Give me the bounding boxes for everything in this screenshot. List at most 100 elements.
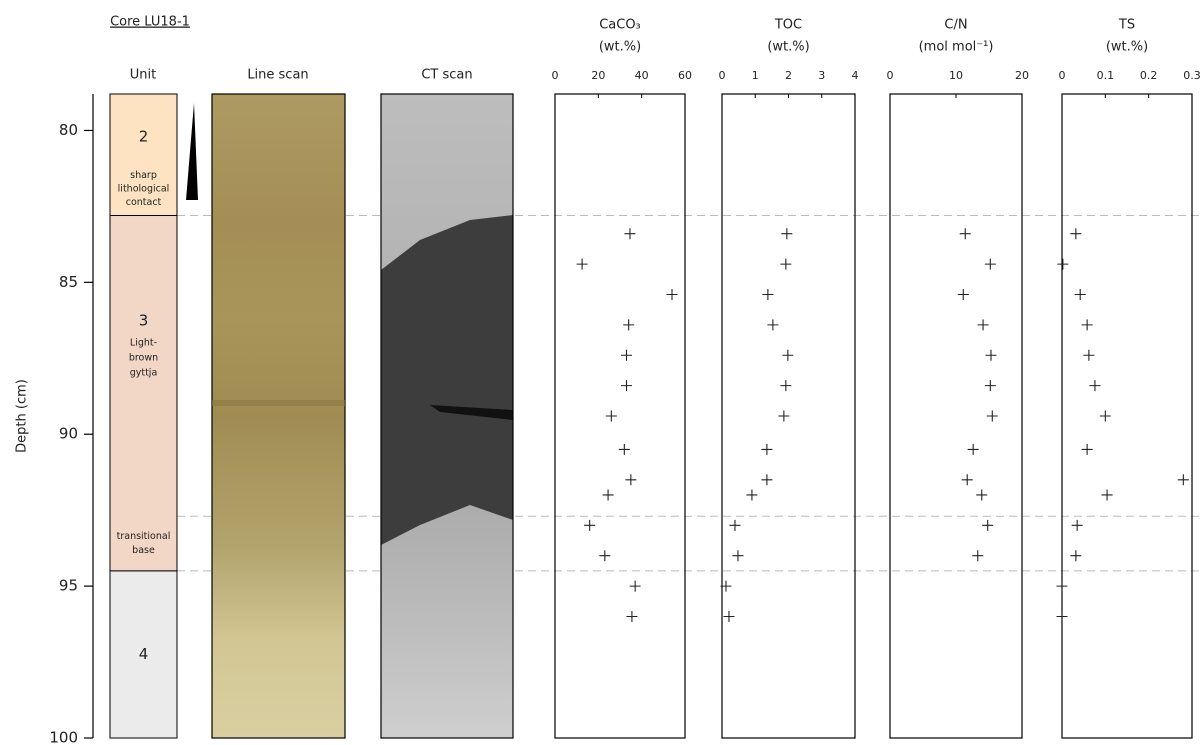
data-point bbox=[1070, 550, 1082, 562]
unit-column: 2 sharp lithological contact 3 Light-brown gyt… bbox=[109, 93, 178, 739]
x-tick-label: 10 bbox=[949, 69, 963, 82]
column-label: Unit bbox=[130, 68, 156, 83]
data-point bbox=[618, 443, 630, 455]
x-tick-label: 0.2 bbox=[1140, 69, 1158, 82]
unit-note: sharp bbox=[130, 170, 157, 181]
x-tick-label: 20 bbox=[591, 69, 605, 82]
data-point bbox=[1083, 349, 1095, 361]
panel-frame bbox=[554, 93, 686, 739]
data-point bbox=[732, 550, 744, 562]
core-title: Core LU18-1 bbox=[110, 15, 190, 30]
data-point bbox=[1089, 380, 1101, 392]
data-point bbox=[746, 489, 758, 501]
panel-subtitle: (wt.%) bbox=[767, 40, 809, 55]
data-point bbox=[761, 443, 773, 455]
unit-label: 2 bbox=[139, 127, 149, 145]
x-tick-label: 60 bbox=[678, 69, 692, 82]
data-point bbox=[720, 580, 732, 592]
data-point bbox=[782, 349, 794, 361]
panel-subtitle: (wt.%) bbox=[599, 40, 641, 55]
fining-triangle bbox=[186, 103, 198, 200]
data-point bbox=[576, 258, 588, 270]
data-point bbox=[602, 489, 614, 501]
data-point bbox=[762, 288, 774, 300]
data-point bbox=[1071, 519, 1083, 531]
unit-label: 3 bbox=[139, 311, 149, 329]
unit-box bbox=[109, 93, 178, 217]
unit-note: lithological bbox=[118, 184, 170, 195]
data-point bbox=[723, 610, 735, 622]
ct-scan-frame bbox=[380, 93, 514, 739]
x-tick-label: 0.3 bbox=[1183, 69, 1201, 82]
unit-note: gyttja bbox=[130, 367, 158, 378]
x-tick-label: 0 bbox=[1059, 69, 1066, 82]
data-point bbox=[781, 228, 793, 240]
x-tick-label: 40 bbox=[635, 69, 649, 82]
depth-axis: 80 85 90 95 100 bbox=[49, 94, 94, 745]
unit-box bbox=[109, 215, 178, 572]
unit-label: 4 bbox=[139, 645, 149, 663]
data-point bbox=[629, 580, 641, 592]
ct-void bbox=[430, 405, 513, 420]
y-tick-label: 80 bbox=[59, 121, 78, 139]
data-point bbox=[967, 443, 979, 455]
unit-base-note: transitional bbox=[117, 531, 171, 542]
data-point bbox=[584, 519, 596, 531]
unit-note: brown bbox=[129, 352, 158, 363]
data-point bbox=[1074, 288, 1086, 300]
data-point bbox=[1056, 580, 1068, 592]
x-tick-label: 2 bbox=[785, 69, 792, 82]
panel-title: C/N bbox=[944, 18, 967, 33]
data-point bbox=[626, 610, 638, 622]
data-point bbox=[976, 489, 988, 501]
data-point bbox=[1101, 489, 1113, 501]
data-point bbox=[959, 228, 971, 240]
y-tick-label: 100 bbox=[49, 729, 78, 745]
unit-box bbox=[109, 570, 178, 739]
data-point bbox=[729, 519, 741, 531]
y-axis-label: Depth (cm) bbox=[15, 379, 30, 453]
panel-subtitle: (mol mol⁻¹) bbox=[919, 40, 994, 55]
data-point bbox=[623, 319, 635, 331]
data-point bbox=[986, 410, 998, 422]
x-tick-label: 0 bbox=[719, 69, 726, 82]
data-point bbox=[961, 474, 973, 486]
y-tick-label: 90 bbox=[59, 425, 78, 443]
data-point bbox=[780, 258, 792, 270]
boundary-lines bbox=[177, 215, 1201, 572]
column-label: CT scan bbox=[421, 68, 472, 83]
data-point bbox=[972, 550, 984, 562]
y-tick-label: 85 bbox=[59, 273, 78, 291]
ct-dark-zone bbox=[381, 215, 513, 545]
data-point bbox=[778, 410, 790, 422]
data-point bbox=[1057, 258, 1069, 270]
data-point bbox=[1070, 228, 1082, 240]
x-tick-label: 4 bbox=[852, 69, 859, 82]
data-point bbox=[982, 519, 994, 531]
data-point bbox=[957, 288, 969, 300]
panel-subtitle: (wt.%) bbox=[1106, 40, 1148, 55]
data-point bbox=[621, 380, 632, 392]
data-point bbox=[1177, 474, 1189, 486]
unit-note: contact bbox=[126, 197, 162, 208]
data-point bbox=[621, 349, 632, 361]
data-point bbox=[1056, 610, 1068, 622]
line-scan-texture bbox=[212, 400, 345, 406]
column-label: Line scan bbox=[247, 68, 308, 83]
data-point bbox=[780, 380, 792, 392]
panel-frame bbox=[889, 93, 1023, 739]
unit-note: Light- bbox=[130, 337, 157, 348]
data-point bbox=[624, 228, 636, 240]
data-point bbox=[599, 550, 611, 562]
data-point bbox=[767, 319, 779, 331]
data-point bbox=[1081, 443, 1093, 455]
line-scan-image bbox=[211, 93, 346, 739]
profile-panels: CaCO₃ (wt.%) 0 20 40 60 TOC (wt.%) 0 1 2 3 4 C/N (mol … bbox=[552, 18, 1201, 739]
data-point bbox=[605, 410, 617, 422]
data-point bbox=[761, 474, 773, 486]
panel-frame bbox=[1061, 93, 1193, 739]
x-tick-label: 1 bbox=[752, 69, 759, 82]
x-tick-label: 0.1 bbox=[1097, 69, 1115, 82]
